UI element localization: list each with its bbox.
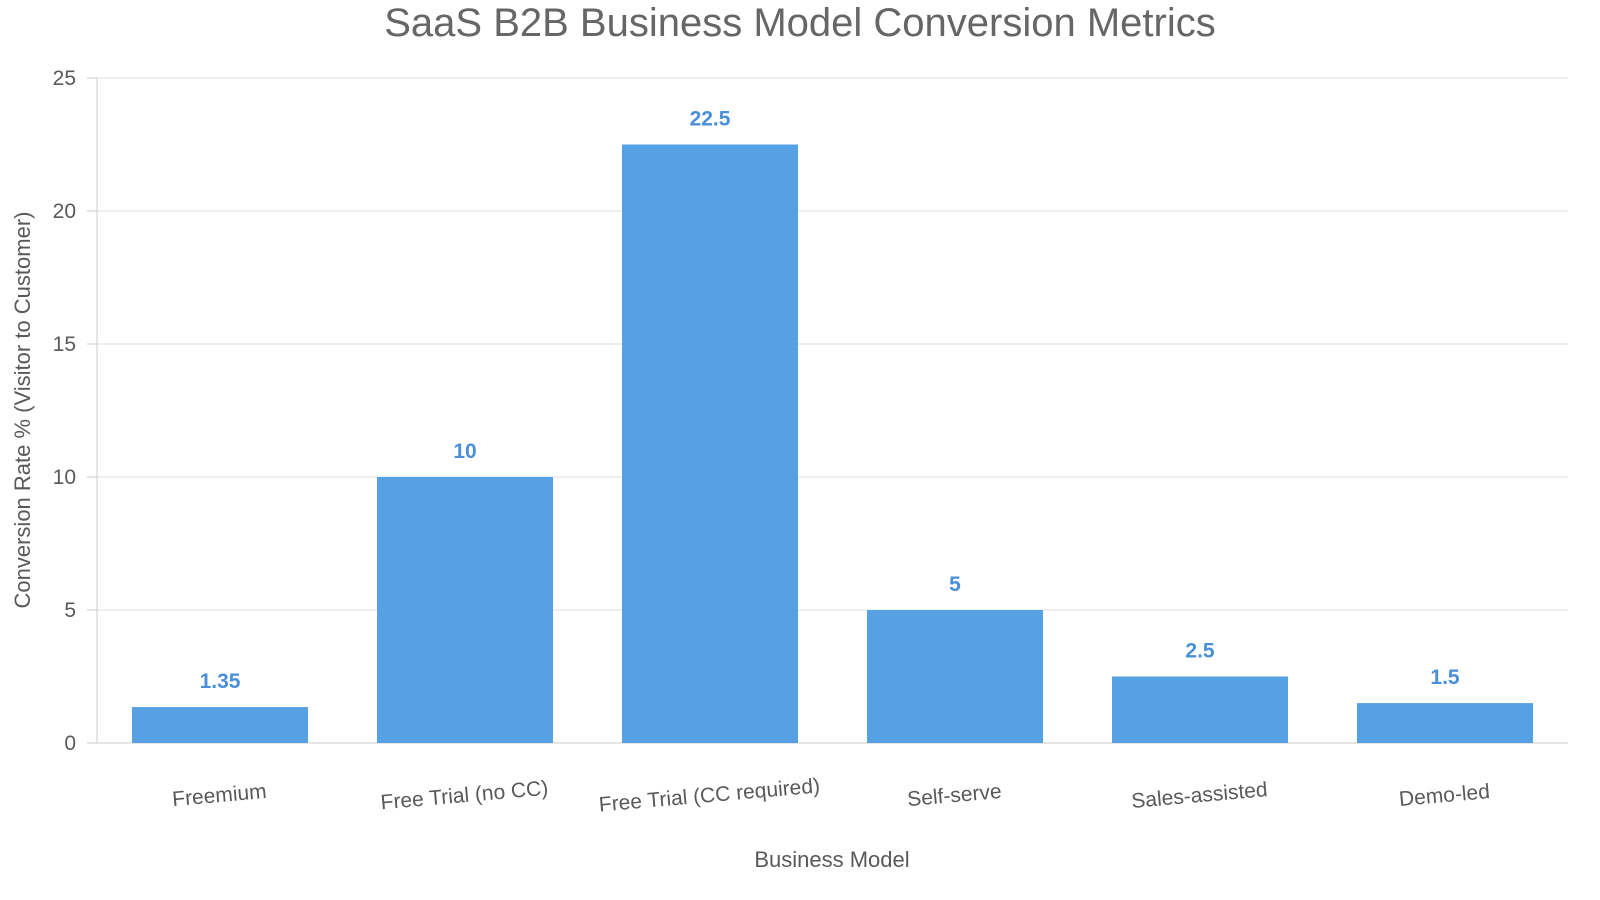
y-tick-label: 5	[64, 599, 76, 622]
data-label: 10	[453, 440, 476, 463]
data-label: 1.5	[1430, 666, 1460, 689]
x-tick-labels: Freemium Free Trial (no CC) Free Trial (CC…	[171, 774, 1490, 816]
y-tick-label: 15	[53, 333, 76, 356]
x-tick-label: Self-serve	[906, 780, 1002, 811]
bar-sales-assisted	[1112, 676, 1288, 743]
y-tick-labels: 0 5 10 15 20 25	[53, 67, 76, 755]
axes	[87, 77, 1568, 744]
x-tick-label: Free Trial (no CC)	[380, 777, 549, 815]
gridlines	[97, 77, 1568, 611]
x-tick-label: Freemium	[171, 780, 267, 811]
data-label: 5	[949, 573, 961, 596]
y-tick-label: 10	[53, 466, 76, 489]
bars	[132, 144, 1533, 743]
y-tick-label: 25	[53, 67, 76, 90]
data-labels: 1.35 10 22.5 5 2.5 1.5	[200, 108, 1460, 694]
bar-self-serve	[867, 610, 1043, 743]
bar-free-trial-no-cc	[377, 477, 553, 743]
data-label: 22.5	[690, 108, 731, 131]
x-tick-label: Sales-assisted	[1130, 778, 1268, 813]
x-tick-label: Free Trial (CC required)	[598, 774, 821, 816]
bar-free-trial-cc-required	[622, 144, 798, 743]
x-tick-label: Demo-led	[1398, 780, 1491, 811]
data-label: 1.35	[200, 670, 241, 693]
bar-demo-led	[1357, 703, 1533, 743]
chart-title: SaaS B2B Business Model Conversion Metri…	[384, 1, 1215, 45]
y-axis-title: Conversion Rate % (Visitor to Customer)	[10, 212, 35, 609]
y-tick-label: 20	[53, 200, 76, 223]
bar-freemium	[132, 707, 308, 743]
data-label: 2.5	[1185, 640, 1215, 663]
x-axis-title: Business Model	[754, 847, 909, 872]
y-tick-label: 0	[64, 732, 76, 755]
